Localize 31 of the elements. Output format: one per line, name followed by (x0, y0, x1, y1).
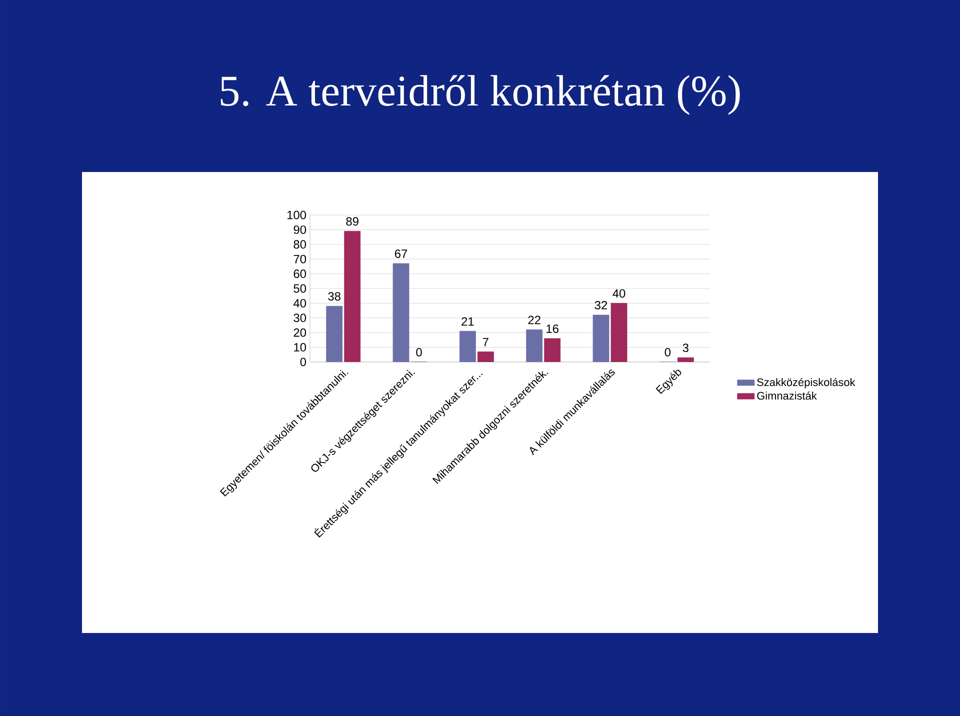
data-label: 0 (664, 348, 671, 356)
y-tick-label: 20 (294, 328, 306, 337)
y-tick-label: 80 (294, 240, 306, 249)
data-label: 22 (528, 316, 540, 324)
bar (459, 330, 476, 362)
y-tick-label: 70 (294, 254, 306, 264)
data-label: 0 (416, 348, 422, 356)
y-tick-label: 0 (300, 358, 306, 366)
y-tick-label: 90 (294, 225, 306, 234)
y-tick-label: 100 (287, 210, 306, 220)
data-label: 32 (594, 300, 608, 310)
data-label: 67 (394, 250, 408, 258)
legend-label: Gimnazisták (757, 391, 817, 400)
bar (326, 306, 343, 362)
bar (592, 314, 610, 362)
y-tick-label: 60 (294, 270, 306, 278)
y-tick-label: 40 (293, 298, 306, 308)
data-label: 16 (546, 324, 558, 333)
chart-title: 5. A terveidről konkrétan (%) (220, 75, 740, 115)
data-label: 21 (462, 317, 474, 326)
data-label: 40 (612, 289, 626, 298)
y-tick-label: 30 (294, 314, 306, 322)
legend-label: Szakközépiskolások (757, 378, 856, 388)
data-label: 7 (482, 338, 488, 346)
y-tick-label: 10 (294, 343, 306, 352)
bar (526, 329, 543, 362)
data-label: 3 (682, 344, 688, 352)
data-label: 89 (346, 217, 358, 226)
bar (392, 263, 410, 362)
y-tick-label: 50 (294, 284, 306, 293)
data-label: 38 (328, 292, 340, 301)
